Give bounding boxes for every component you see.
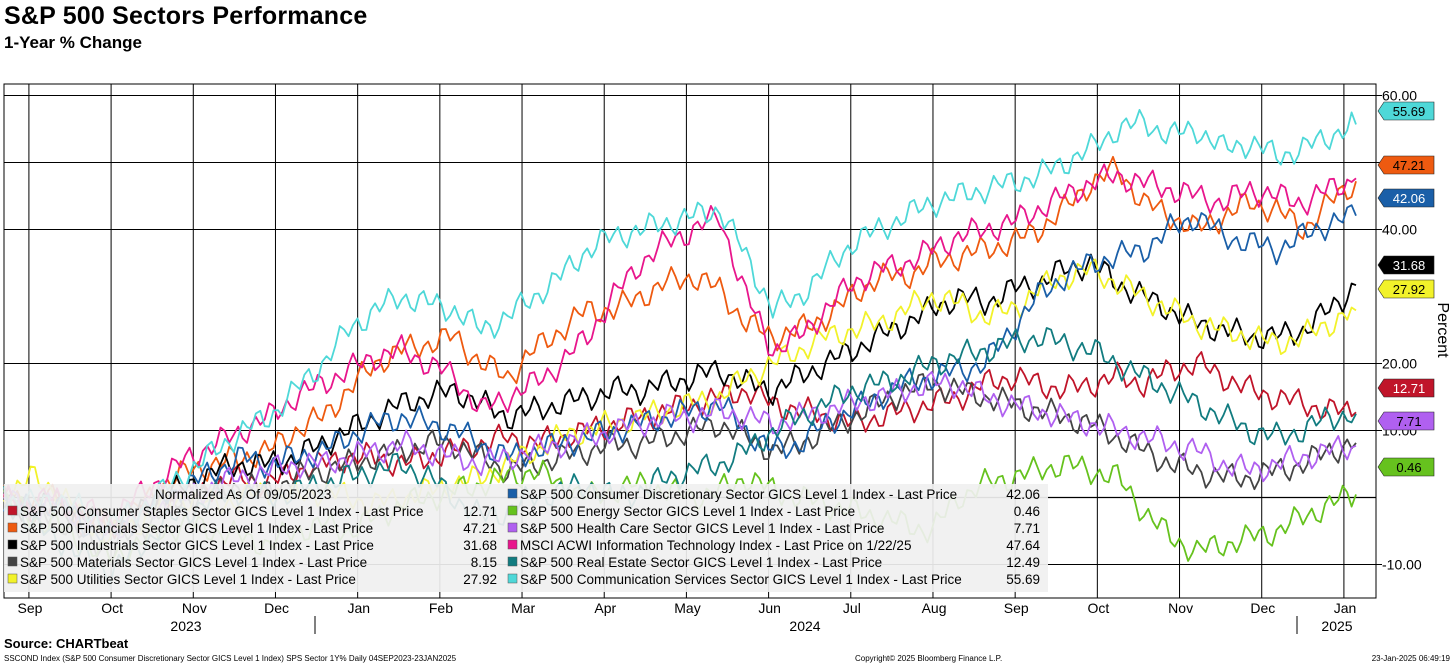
- x-tick-label: Jan: [347, 600, 370, 616]
- legend-value: 0.46: [1014, 504, 1040, 519]
- legend-label: S&P 500 Consumer Staples Sector GICS Lev…: [20, 504, 423, 519]
- footer-copyright: Copyright© 2025 Bloomberg Finance L.P.: [855, 654, 1003, 663]
- x-tick-label: Feb: [429, 600, 453, 616]
- x-tick-label: Sep: [18, 600, 43, 616]
- legend-swatch: [507, 505, 518, 516]
- y-tick-label: -10.00: [1382, 557, 1422, 573]
- last-value-tag: [1377, 155, 1435, 175]
- legend-value: 47.64: [1006, 538, 1040, 553]
- last-value-tag-text: 27.92: [1393, 282, 1426, 297]
- last-value-tag: [1377, 411, 1435, 431]
- last-value-tag-text: 0.46: [1396, 460, 1421, 475]
- last-value-tag: [1377, 188, 1435, 208]
- legend-swatch: [7, 539, 18, 550]
- footer-ticker-info: SSCOND Index (S&P 500 Consumer Discretio…: [4, 654, 457, 663]
- year-label: 2024: [789, 618, 820, 634]
- last-value-tag: [1377, 279, 1435, 299]
- chart-subtitle: 1-Year % Change: [4, 33, 142, 52]
- x-tick-label: Jun: [758, 600, 781, 616]
- series-line: [3, 204, 1357, 544]
- legend-value: 31.68: [463, 538, 497, 553]
- last-value-tags: 55.69 47.21 42.06 31.68 27.92 12.71 7.71 0.46: [1377, 101, 1435, 477]
- last-value-tag: [1377, 457, 1435, 477]
- legend-background: [4, 484, 1048, 592]
- last-value-tag-text: 55.69: [1393, 104, 1426, 119]
- series-line: [3, 155, 1357, 535]
- legend-swatch: [7, 505, 18, 516]
- x-tick-label: Dec: [1250, 600, 1275, 616]
- x-tick-label: Apr: [594, 600, 616, 616]
- last-value-tag: [1377, 378, 1435, 398]
- last-value-tag-text: 47.21: [1393, 158, 1426, 173]
- x-tick-label: Aug: [922, 600, 947, 616]
- legend-swatch: [507, 488, 518, 499]
- x-tick-label: Jul: [843, 600, 861, 616]
- legend-swatch: [7, 556, 18, 567]
- legend-value: 8.15: [471, 555, 497, 570]
- footer-timestamp: 23-Jan-2025 06:49:19: [1371, 654, 1450, 663]
- year-label: 2025: [1321, 618, 1352, 634]
- y-tick-label: 20.00: [1382, 356, 1417, 372]
- year-label: 2023: [170, 618, 201, 634]
- legend-label: S&P 500 Communication Services Sector GI…: [520, 572, 962, 587]
- series-line: [3, 109, 1357, 533]
- legend-label: S&P 500 Industrials Sector GICS Level 1 …: [20, 538, 374, 553]
- series-line: [3, 370, 1357, 539]
- x-tick-label: May: [674, 600, 700, 616]
- last-value-tag-text: 7.71: [1396, 414, 1421, 429]
- y-tick-label: 40.00: [1382, 222, 1417, 238]
- legend-label: S&P 500 Consumer Discretionary Sector GI…: [520, 487, 957, 502]
- x-tick-label: Mar: [511, 600, 535, 616]
- legend-label: S&P 500 Energy Sector GICS Level 1 Index…: [520, 504, 855, 519]
- legend-label: S&P 500 Financials Sector GICS Level 1 I…: [20, 521, 373, 536]
- legend-label: S&P 500 Real Estate Sector GICS Level 1 …: [520, 555, 882, 570]
- last-value-tag: [1377, 255, 1435, 275]
- x-tick-label: Dec: [264, 600, 289, 616]
- legend-swatch: [507, 539, 518, 550]
- legend: Normalized As Of 09/05/2023 S&P 500 Consu…: [4, 484, 1048, 592]
- last-value-tag-text: 42.06: [1393, 191, 1426, 206]
- x-tick-label: Jan: [1334, 600, 1357, 616]
- legend-swatch: [507, 522, 518, 533]
- legend-header: Normalized As Of 09/05/2023: [155, 487, 331, 502]
- legend-swatch: [7, 573, 18, 584]
- legend-value: 47.21: [463, 521, 497, 536]
- x-tick-label: Nov: [182, 600, 207, 616]
- x-tick-label: Oct: [101, 600, 123, 616]
- last-value-tag: [1377, 101, 1435, 121]
- legend-label: MSCI ACWI Information Technology Index -…: [520, 538, 911, 553]
- last-value-tag-text: 31.68: [1393, 258, 1426, 273]
- series-line: [3, 163, 1357, 530]
- legend-label: S&P 500 Materials Sector GICS Level 1 In…: [20, 555, 367, 570]
- legend-label: S&P 500 Utilities Sector GICS Level 1 In…: [20, 572, 356, 587]
- legend-value: 7.71: [1014, 521, 1040, 536]
- legend-value: 55.69: [1006, 572, 1040, 587]
- source-note: Source: CHARTbeat: [4, 636, 129, 651]
- legend-value: 42.06: [1006, 487, 1040, 502]
- x-tick-label: Nov: [1168, 600, 1193, 616]
- y-tick-label: 60.00: [1382, 88, 1417, 104]
- legend-value: 27.92: [463, 572, 497, 587]
- last-value-tag-text: 12.71: [1393, 381, 1426, 396]
- legend-value: 12.71: [463, 504, 497, 519]
- legend-label: S&P 500 Health Care Sector GICS Level 1 …: [520, 521, 884, 536]
- legend-value: 12.49: [1006, 555, 1040, 570]
- x-tick-label: Sep: [1004, 600, 1029, 616]
- legend-swatch: [507, 573, 518, 584]
- legend-swatch: [507, 556, 518, 567]
- x-tick-label: Oct: [1088, 600, 1110, 616]
- chart-title: S&P 500 Sectors Performance: [4, 2, 368, 30]
- legend-swatch: [7, 522, 18, 533]
- y-axis-title: Percent: [1434, 302, 1451, 358]
